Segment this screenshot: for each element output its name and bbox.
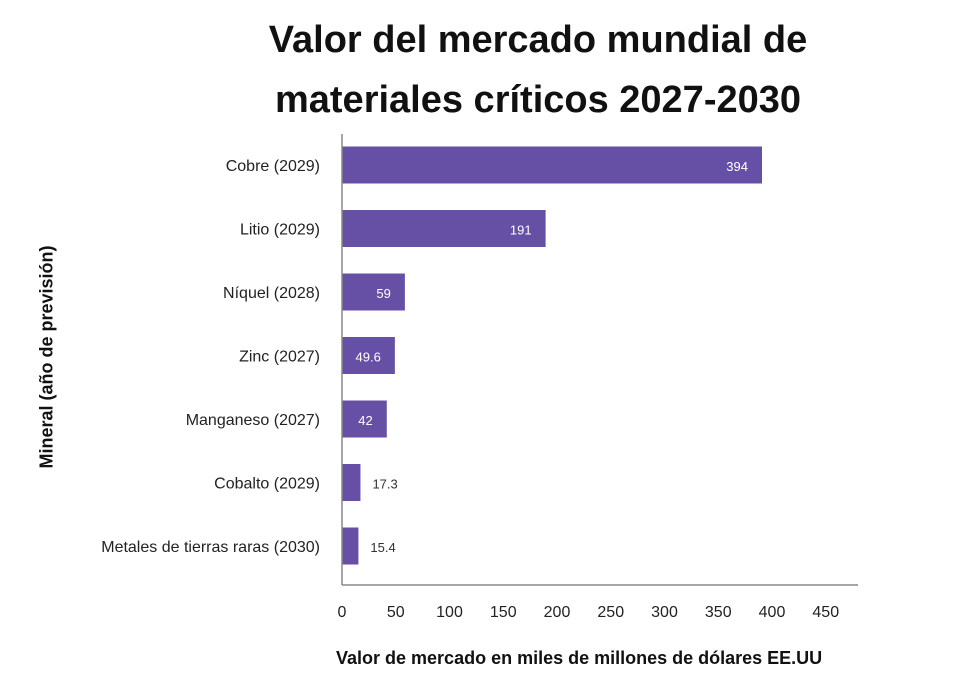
x-tick-label: 100 xyxy=(436,604,463,621)
x-tick-label: 350 xyxy=(705,604,732,621)
x-tick-label: 0 xyxy=(338,604,347,621)
category-label: Litio (2029) xyxy=(240,222,320,239)
bar xyxy=(342,210,546,247)
bar xyxy=(342,146,763,184)
x-tick-label: 400 xyxy=(759,604,786,621)
x-tick-label: 300 xyxy=(651,604,678,621)
x-tick-label: 200 xyxy=(544,604,571,621)
x-axis-label: Valor de mercado en miles de millones de… xyxy=(336,648,823,668)
x-tick-label: 150 xyxy=(490,604,517,621)
chart-title-line-2: materiales críticos 2027-2030 xyxy=(274,79,802,121)
value-label: 394 xyxy=(726,159,748,174)
x-tick-label: 450 xyxy=(812,604,839,621)
bar xyxy=(342,273,405,311)
value-label: 15.4 xyxy=(370,540,395,555)
value-label: 191 xyxy=(510,223,532,238)
category-label: Cobre (2029) xyxy=(226,158,320,175)
bar xyxy=(342,337,395,374)
category-label: Metales de tierras raras (2030) xyxy=(101,539,320,556)
bar xyxy=(342,527,359,565)
value-label: 59 xyxy=(376,286,390,301)
category-label: Cobalto (2029) xyxy=(214,476,320,493)
category-label: Níquel (2028) xyxy=(223,285,320,302)
value-label: 49.6 xyxy=(356,350,381,365)
chart-title: Valor del mercado mundial de materiales … xyxy=(0,10,960,130)
bar xyxy=(342,464,361,501)
category-label: Zinc (2027) xyxy=(239,349,320,366)
value-label: 17.3 xyxy=(372,477,397,492)
bar xyxy=(342,400,387,438)
value-label: 42 xyxy=(358,413,372,428)
x-tick-label: 50 xyxy=(387,604,405,621)
x-tick-label: 250 xyxy=(597,604,624,621)
y-axis-label: Mineral (año de previsión) xyxy=(36,245,57,469)
chart-title-line-1: Valor del mercado mundial de xyxy=(268,19,808,61)
category-label: Manganeso (2027) xyxy=(186,412,320,429)
